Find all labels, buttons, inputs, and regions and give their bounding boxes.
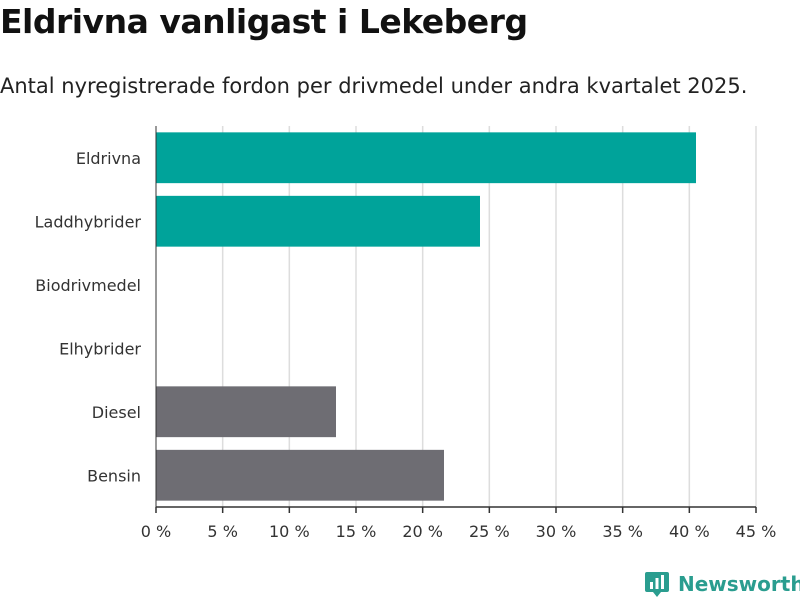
category-label: Diesel — [92, 403, 141, 422]
x-tick-label: 20 % — [402, 522, 443, 541]
bar — [156, 386, 336, 438]
bar — [156, 449, 444, 501]
x-tick-label: 30 % — [536, 522, 577, 541]
newsworthy-logo: Newsworthy — [644, 570, 800, 598]
chart-title: Eldrivna vanligast i Lekeberg — [0, 2, 528, 41]
x-tick-label: 0 % — [141, 522, 171, 541]
category-label: Eldrivna — [76, 149, 141, 168]
x-tick-label: 10 % — [269, 522, 310, 541]
x-tick-label: 25 % — [469, 522, 510, 541]
category-label: Elhybrider — [59, 339, 141, 358]
category-label: Laddhybrider — [35, 212, 142, 231]
bar — [156, 132, 696, 184]
category-label: Bensin — [87, 466, 141, 485]
bar — [156, 195, 480, 247]
x-tick-label: 5 % — [207, 522, 237, 541]
x-tick-label: 45 % — [736, 522, 777, 541]
x-tick-label: 15 % — [336, 522, 377, 541]
x-tick-label: 35 % — [602, 522, 643, 541]
brand-name: Newsworthy — [678, 572, 800, 596]
x-tick-label: 40 % — [669, 522, 710, 541]
chart-subtitle: Antal nyregistrerade fordon per drivmede… — [0, 74, 748, 98]
newsworthy-icon — [645, 572, 669, 597]
category-label: Biodrivmedel — [35, 276, 141, 295]
